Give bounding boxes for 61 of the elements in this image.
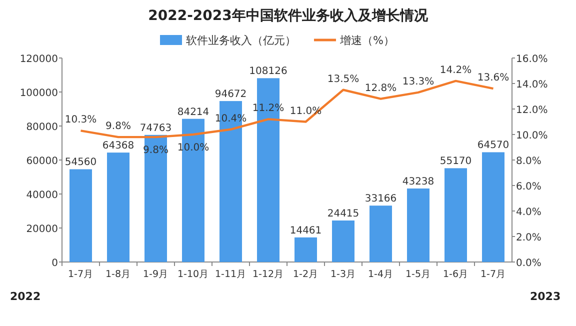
y2-tick-label: 4.0% xyxy=(516,207,542,218)
data-label: 43238 xyxy=(402,176,434,188)
y-tick-label: 60000 xyxy=(26,156,58,167)
x-tick-label: 1-9月 xyxy=(142,269,169,280)
y-tick-label: 20000 xyxy=(26,224,58,235)
data-label: 12.8% xyxy=(364,82,397,94)
data-label: 55170 xyxy=(440,156,472,168)
x-tick-label: 1-3月 xyxy=(330,269,356,280)
chart-title: 2022-2023年中国软件业务收入及增长情况 xyxy=(148,8,429,24)
y2-tick-label: 8.0% xyxy=(516,156,542,167)
data-label: 13.3% xyxy=(402,76,434,88)
legend-label: 增速（%） xyxy=(339,34,394,47)
x-tick-label: 1-7月 xyxy=(480,269,506,280)
y2-tick-label: 10.0% xyxy=(516,130,548,142)
x-tick-label: 1-6月 xyxy=(442,269,469,280)
data-label: 24415 xyxy=(327,208,360,220)
x-tick-label: 1-11月 xyxy=(214,269,247,280)
data-label: 64570 xyxy=(477,140,510,152)
data-label: 13.5% xyxy=(327,74,360,85)
data-label: 14.2% xyxy=(440,64,472,76)
x-tick-label: 1-4月 xyxy=(368,269,394,280)
bar xyxy=(407,188,430,262)
x-tick-label: 1-5月 xyxy=(405,269,432,280)
y-tick-label: 120000 xyxy=(20,54,58,65)
bar xyxy=(332,220,354,262)
data-label: 94672 xyxy=(214,89,247,100)
data-label: 108126 xyxy=(249,66,288,78)
bar xyxy=(482,152,504,262)
data-label: 33166 xyxy=(364,194,397,205)
data-label: 9.8% xyxy=(106,121,131,132)
x-tick-label: 1-2月 xyxy=(292,269,319,280)
x-tick-label: 1-7月 xyxy=(68,269,94,280)
data-label: 64368 xyxy=(102,140,134,152)
data-label: 74763 xyxy=(140,122,172,134)
x-tick-label: 1-8月 xyxy=(105,269,132,280)
bar xyxy=(144,134,167,262)
data-label: 13.6% xyxy=(477,72,510,84)
y-tick-label: 80000 xyxy=(26,122,58,133)
legend-label: 软件业务收入（亿元） xyxy=(186,34,296,47)
y2-tick-label: 14.0% xyxy=(516,80,548,90)
bar xyxy=(107,152,130,262)
y2-tick-label: 12.0% xyxy=(516,105,548,116)
x-tick-label: 1-10月 xyxy=(177,269,210,280)
y2-tick-label: 16.0% xyxy=(516,54,548,65)
data-label: 10.3% xyxy=(64,114,97,126)
x-tick-label: 1-12月 xyxy=(252,269,284,280)
data-label: 14461 xyxy=(290,225,322,236)
y-tick-label: 0 xyxy=(52,258,58,269)
bar xyxy=(70,169,92,262)
y2-tick-label: 2.0% xyxy=(516,232,542,244)
y-tick-label: 40000 xyxy=(26,190,58,201)
data-label: 84214 xyxy=(177,106,210,118)
y2-tick-label: 6.0% xyxy=(516,182,542,192)
bar xyxy=(444,168,467,262)
y-tick-label: 100000 xyxy=(20,88,58,99)
bar xyxy=(294,237,317,262)
text: 2023 xyxy=(530,290,561,303)
bar xyxy=(370,206,392,262)
text: 2022 xyxy=(10,290,41,303)
y2-tick-label: 0.0% xyxy=(516,258,542,269)
data-label: 54560 xyxy=(64,157,97,168)
